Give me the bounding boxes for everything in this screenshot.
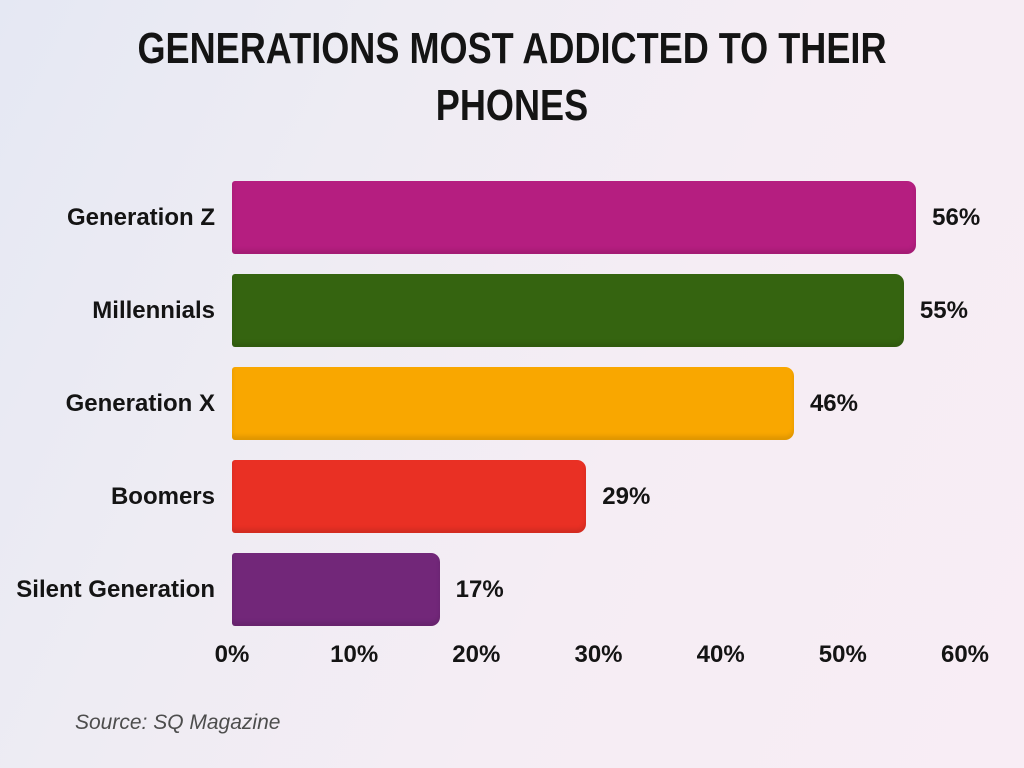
- x-axis: 0% 10% 20% 30% 40% 50% 60%: [215, 637, 989, 671]
- bar-row: Millennials 55%: [92, 274, 968, 347]
- bar: [232, 181, 917, 254]
- bar-value-label: 55%: [919, 296, 968, 324]
- bar: [232, 553, 440, 626]
- bar-row: Generation X 46%: [66, 367, 965, 440]
- bar-value-label: 56%: [932, 203, 981, 231]
- bar-row: Generation Z 56%: [67, 181, 980, 254]
- bar: [232, 274, 904, 347]
- bar-value-label: 29%: [602, 482, 651, 510]
- bar: [232, 367, 794, 440]
- bar-value-label: 17%: [455, 575, 504, 603]
- bar: [232, 460, 587, 533]
- category-label: Generation X: [65, 389, 215, 417]
- bar-chart: Generation Z 56% Millennials 55% Generation …: [16, 181, 989, 671]
- bars-container: Generation Z 56% Millennials 55% Generation …: [16, 181, 980, 626]
- x-axis-tick-label: 50%: [818, 641, 867, 668]
- bar-row: Boomers 29%: [111, 460, 965, 533]
- x-axis-tick-label: 20%: [452, 641, 501, 668]
- source-caption: Source: SQ Magazine: [75, 711, 281, 734]
- bar-row: Silent Generation 17%: [16, 553, 965, 626]
- x-axis-tick-label: 40%: [696, 641, 745, 668]
- x-axis-tick-label: 10%: [330, 641, 379, 668]
- chart-title: GENERATIONS MOST ADDICTED TO THEIR PHONE…: [137, 24, 887, 130]
- x-axis-tick-label: 0%: [214, 641, 250, 668]
- x-axis-tick-label: 30%: [574, 641, 623, 668]
- x-axis-tick-label: 60%: [940, 641, 990, 668]
- category-label: Boomers: [110, 482, 215, 510]
- category-label: Generation Z: [66, 203, 215, 231]
- category-label: Millennials: [92, 296, 215, 324]
- category-label: Silent Generation: [16, 575, 215, 603]
- bar-value-label: 46%: [809, 389, 858, 417]
